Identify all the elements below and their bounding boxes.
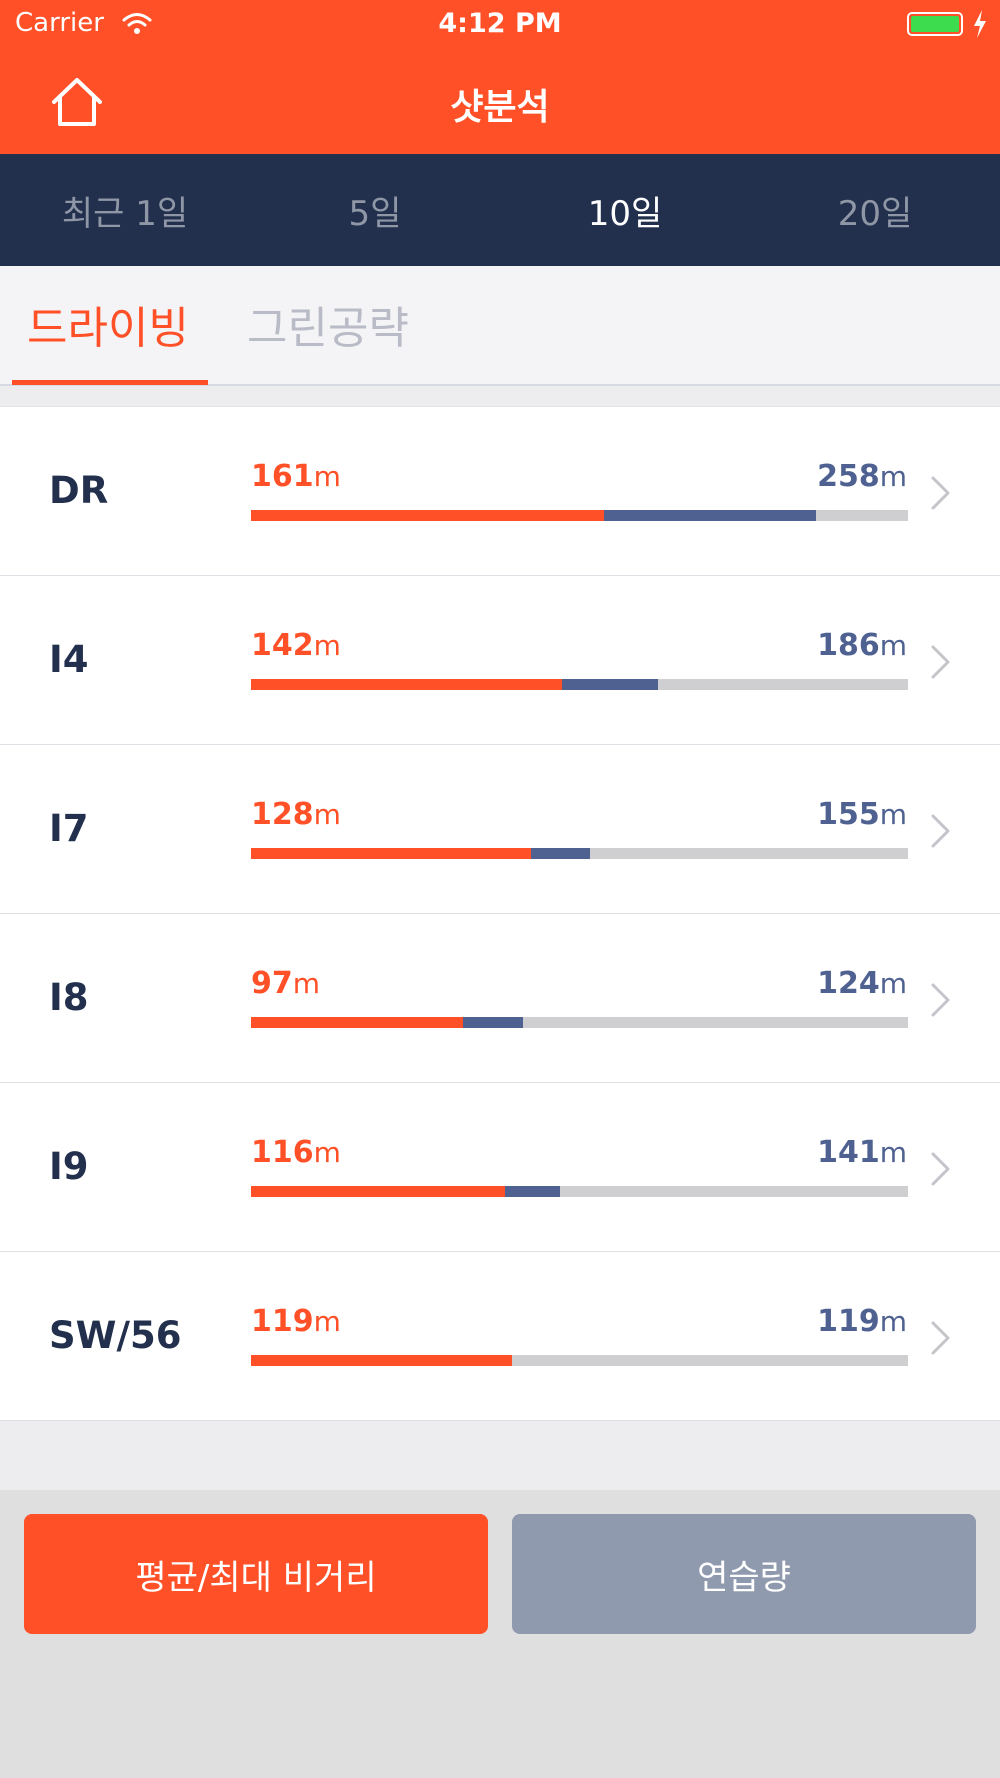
avg-distance-bar <box>251 848 532 859</box>
tab-5-days[interactable]: 5일 <box>348 193 402 234</box>
max-distance-value: 186 <box>817 628 880 663</box>
avg-unit: m <box>313 798 341 831</box>
club-row[interactable]: SW/56 119m 119m <box>0 1252 1000 1421</box>
page-title: 샷분석 <box>450 87 550 128</box>
avg-unit: m <box>313 460 341 493</box>
club-name: SW/56 <box>49 1314 182 1357</box>
chevron-right-icon <box>931 1152 950 1186</box>
avg-max-distance-button[interactable]: 평균/최대 비거리 <box>24 1514 488 1634</box>
distance-bar-track <box>251 1355 908 1366</box>
avg-distance-value: 142 <box>251 628 314 663</box>
avg-distance-value: 119 <box>251 1304 314 1339</box>
max-unit: m <box>879 798 907 831</box>
avg-unit: m <box>313 1305 341 1338</box>
avg-distance-bar <box>251 1017 464 1028</box>
tab-10-days[interactable]: 10일 <box>587 193 663 234</box>
max-unit: m <box>879 1305 907 1338</box>
club-row[interactable]: I7 128m 155m <box>0 745 1000 914</box>
distance-bar-track <box>251 1186 908 1197</box>
avg-distance-value: 97 <box>251 966 293 1001</box>
nav-bar: 샷분석 <box>0 50 1000 154</box>
max-distance: 186m <box>817 628 907 663</box>
club-name: I8 <box>49 976 89 1019</box>
club-row[interactable]: I9 116m 141m <box>0 1083 1000 1252</box>
max-distance-value: 119 <box>817 1304 880 1339</box>
club-name: I4 <box>49 638 89 681</box>
club-distance-list: DR 161m 258m I4 142m 186m I7 128m 155m I8 97m 124m I… <box>0 406 1000 1421</box>
avg-unit: m <box>292 967 321 1000</box>
tab-driving[interactable]: 드라이빙 <box>27 303 189 354</box>
analysis-type-tabs: 드라이빙 그린공략 <box>0 266 1000 386</box>
max-unit: m <box>879 460 907 493</box>
active-tab-indicator <box>12 380 208 385</box>
max-distance-value: 124 <box>817 966 880 1001</box>
max-distance: 258m <box>817 459 907 494</box>
wifi-icon <box>122 13 152 34</box>
max-distance-value: 258 <box>817 459 880 494</box>
footer-bar: 평균/최대 비거리 연습량 <box>0 1490 1000 1778</box>
avg-unit: m <box>313 629 341 662</box>
tab-green-approach[interactable]: 그린공략 <box>247 303 409 354</box>
avg-distance: 116m <box>251 1135 341 1170</box>
practice-volume-button[interactable]: 연습량 <box>512 1514 976 1634</box>
avg-distance: 119m <box>251 1304 341 1339</box>
chevron-right-icon <box>931 476 950 510</box>
distance-bar-track <box>251 1017 908 1028</box>
avg-distance-bar <box>251 1355 512 1366</box>
max-unit: m <box>879 1136 907 1169</box>
distance-bar-track <box>251 679 908 690</box>
avg-distance: 97m <box>251 966 320 1001</box>
charging-bolt-icon <box>974 10 986 38</box>
home-icon[interactable] <box>48 76 106 128</box>
max-distance: 119m <box>817 1304 907 1339</box>
max-unit: m <box>879 629 907 662</box>
avg-distance: 128m <box>251 797 341 832</box>
max-distance: 141m <box>817 1135 907 1170</box>
max-unit: m <box>879 967 907 1000</box>
club-name: DR <box>49 469 109 512</box>
status-time: 4:12 PM <box>438 8 562 39</box>
avg-distance-bar <box>251 1186 506 1197</box>
club-row[interactable]: DR 161m 258m <box>0 407 1000 576</box>
status-bar: Carrier 4:12 PM <box>0 0 1000 50</box>
avg-distance-value: 161 <box>251 459 314 494</box>
avg-distance-bar <box>251 679 562 690</box>
chevron-right-icon <box>931 1321 950 1355</box>
max-distance: 124m <box>817 966 907 1001</box>
avg-unit: m <box>313 1136 341 1169</box>
chevron-right-icon <box>931 645 950 679</box>
max-distance: 155m <box>817 797 907 832</box>
battery-icon <box>907 12 963 36</box>
max-distance-value: 155 <box>817 797 880 832</box>
avg-distance-bar <box>251 510 604 521</box>
period-tabs: 최근 1일 5일 10일 20일 <box>0 154 1000 266</box>
club-row[interactable]: I8 97m 124m <box>0 914 1000 1083</box>
chevron-right-icon <box>931 983 950 1017</box>
tab-recent-1-day[interactable]: 최근 1일 <box>61 193 189 234</box>
avg-distance-value: 128 <box>251 797 314 832</box>
avg-distance: 161m <box>251 459 341 494</box>
club-name: I9 <box>49 1145 89 1188</box>
distance-bar-track <box>251 848 908 859</box>
max-distance-value: 141 <box>817 1135 880 1170</box>
distance-bar-track <box>251 510 908 521</box>
carrier-label: Carrier <box>15 8 104 38</box>
tab-20-days[interactable]: 20일 <box>837 193 913 234</box>
club-row[interactable]: I4 142m 186m <box>0 576 1000 745</box>
chevron-right-icon <box>931 814 950 848</box>
club-name: I7 <box>49 807 89 850</box>
avg-distance-value: 116 <box>251 1135 314 1170</box>
avg-distance: 142m <box>251 628 341 663</box>
